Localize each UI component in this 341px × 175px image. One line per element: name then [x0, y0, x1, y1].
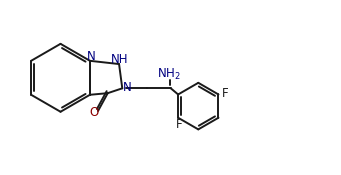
Text: F: F [176, 118, 182, 131]
Text: N: N [122, 82, 131, 95]
Text: O: O [90, 106, 99, 119]
Text: N: N [87, 50, 96, 63]
Text: NH: NH [111, 53, 129, 66]
Text: NH$_2$: NH$_2$ [157, 67, 181, 82]
Text: F: F [222, 87, 229, 100]
